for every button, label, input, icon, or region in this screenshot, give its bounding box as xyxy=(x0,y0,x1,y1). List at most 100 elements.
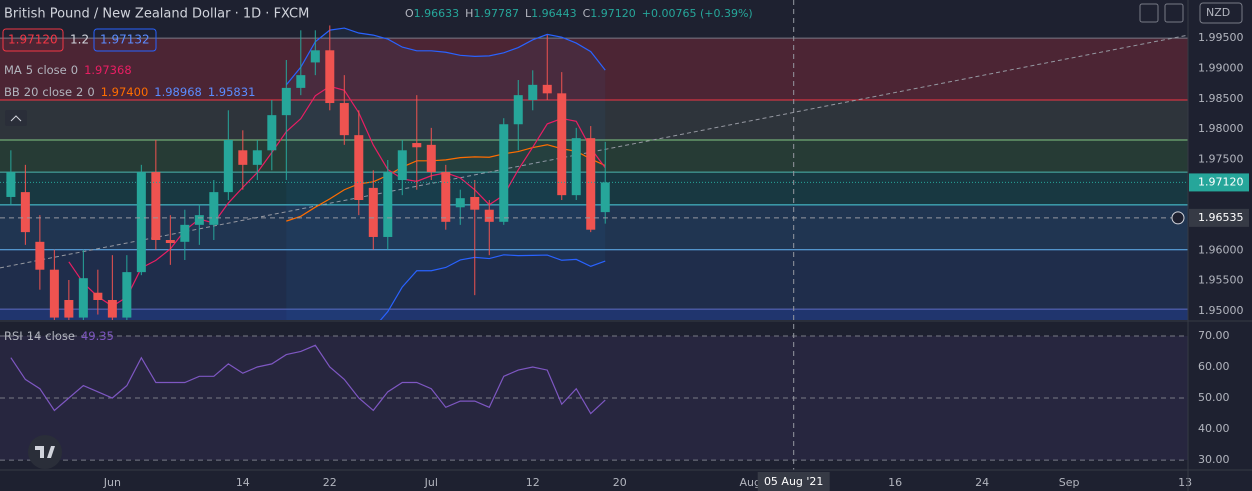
scroll-button[interactable] xyxy=(1139,3,1159,23)
ohlc-key: H xyxy=(465,7,473,20)
indicator-param: 0 xyxy=(87,85,94,99)
indicator-param: 14 xyxy=(27,329,42,343)
crosshair-date: 05 Aug '21 xyxy=(764,475,824,488)
price-pane xyxy=(0,25,1188,320)
symbol-title: British Pound / New Zealand Dollar · 1D … xyxy=(4,7,309,22)
y-tick-label: 30.00 xyxy=(1198,453,1230,466)
candle-body xyxy=(64,300,74,318)
candle-body xyxy=(325,50,335,104)
rsi-legend: RSI 14 close 49.35 xyxy=(4,329,114,343)
candle-body xyxy=(267,115,277,151)
x-tick-label: Sep xyxy=(1059,476,1080,489)
crosshair-price: 1.96535 xyxy=(1198,211,1244,224)
bb-lower xyxy=(379,254,606,320)
candle-body xyxy=(136,172,146,273)
candle-body xyxy=(441,172,451,222)
bb-basis xyxy=(286,144,606,222)
candle-body xyxy=(78,278,88,318)
candle-body xyxy=(252,150,262,165)
level-zone xyxy=(0,100,1188,140)
reset-button[interactable] xyxy=(1164,3,1184,23)
candle-body xyxy=(93,292,103,300)
y-tick-label: 40.00 xyxy=(1198,422,1230,435)
x-tick-label: 16 xyxy=(888,476,902,489)
bb-upper xyxy=(285,27,606,86)
candle-body xyxy=(528,84,538,100)
candle-body xyxy=(180,224,190,242)
indicator-param: close xyxy=(45,329,75,343)
level-zone xyxy=(0,249,1188,310)
candle-body xyxy=(209,192,219,225)
ohlc-value: 1.96633 xyxy=(414,7,460,20)
spread: 1.2 xyxy=(70,33,89,47)
sell-button[interactable] xyxy=(2,28,64,52)
candle-body xyxy=(20,192,30,233)
ma-line xyxy=(68,85,606,307)
level-zone xyxy=(0,38,1188,100)
indicator-value: 1.95831 xyxy=(208,85,256,99)
collapse-button[interactable] xyxy=(5,110,27,126)
candle-body xyxy=(470,196,480,210)
ohlc-value: 1.96443 xyxy=(531,7,577,20)
candle-body xyxy=(107,300,117,318)
indicator-name: MA xyxy=(4,63,22,77)
ohlc-value: 1.97120 xyxy=(590,7,636,20)
candle-body xyxy=(412,143,422,148)
last-price-label: 1.97120 xyxy=(1198,175,1244,188)
currency-button[interactable] xyxy=(1199,2,1243,24)
change: +0.00765 (+0.39%) xyxy=(642,7,753,20)
x-tick-label: Jul xyxy=(424,476,438,489)
indicator-param: 0 xyxy=(71,63,78,77)
y-tick-label: 60.00 xyxy=(1198,360,1230,373)
y-tick-label: 1.96000 xyxy=(1198,243,1244,256)
rsi-pane xyxy=(0,335,1188,461)
y-tick-label: 1.99000 xyxy=(1198,61,1244,74)
indicator-name: BB xyxy=(4,85,20,99)
candle-body xyxy=(513,95,523,125)
candle-body xyxy=(354,135,364,200)
x-tick-label: 14 xyxy=(236,476,250,489)
indicator-param: close xyxy=(37,63,67,77)
candle-body xyxy=(310,50,320,63)
bb-legend: BB 20 close 2 0 1.97400 1.98968 1.95831 xyxy=(4,85,255,99)
x-tick-label: 20 xyxy=(613,476,627,489)
level-zone xyxy=(0,309,1188,320)
candle-body xyxy=(600,182,610,213)
crosshair-price-box xyxy=(1189,208,1249,227)
indicator-value: 1.98968 xyxy=(154,85,202,99)
x-tick-label: 22 xyxy=(323,476,337,489)
candle-body xyxy=(35,241,45,270)
indicator-value: 1.97368 xyxy=(84,63,132,77)
ohlc-key: C xyxy=(583,7,591,20)
y-tick-label: 1.95000 xyxy=(1198,304,1244,317)
y-tick-label: 1.95500 xyxy=(1198,274,1244,287)
indicator-param: close xyxy=(42,85,72,99)
buy-button[interactable] xyxy=(93,28,157,52)
rsi-line xyxy=(10,344,606,415)
candle-body xyxy=(238,150,248,165)
collapse-icon xyxy=(10,115,22,122)
logo[interactable] xyxy=(28,435,62,469)
y-tick-label: 1.97500 xyxy=(1198,152,1244,165)
candle-body xyxy=(368,187,378,237)
candle-body xyxy=(223,140,233,193)
y-tick-label: 1.98500 xyxy=(1198,92,1244,105)
x-tick-label: Jun xyxy=(103,476,121,489)
indicator-param: 2 xyxy=(76,85,83,99)
y-tick-label: 50.00 xyxy=(1198,391,1230,404)
candle-body xyxy=(383,172,393,237)
candle-body xyxy=(571,138,581,196)
candle-body xyxy=(484,209,494,222)
sell-price: 1.97120 xyxy=(8,33,58,47)
candle-body xyxy=(194,215,204,225)
candle-body xyxy=(542,84,552,94)
candle-body xyxy=(426,144,436,173)
candle-body xyxy=(296,75,306,88)
y-tick-label: 1.98000 xyxy=(1198,122,1244,135)
candle-body xyxy=(397,150,407,180)
candle-body xyxy=(6,172,16,197)
indicator-value: 1.97400 xyxy=(101,85,149,99)
add-alert xyxy=(1171,211,1185,225)
